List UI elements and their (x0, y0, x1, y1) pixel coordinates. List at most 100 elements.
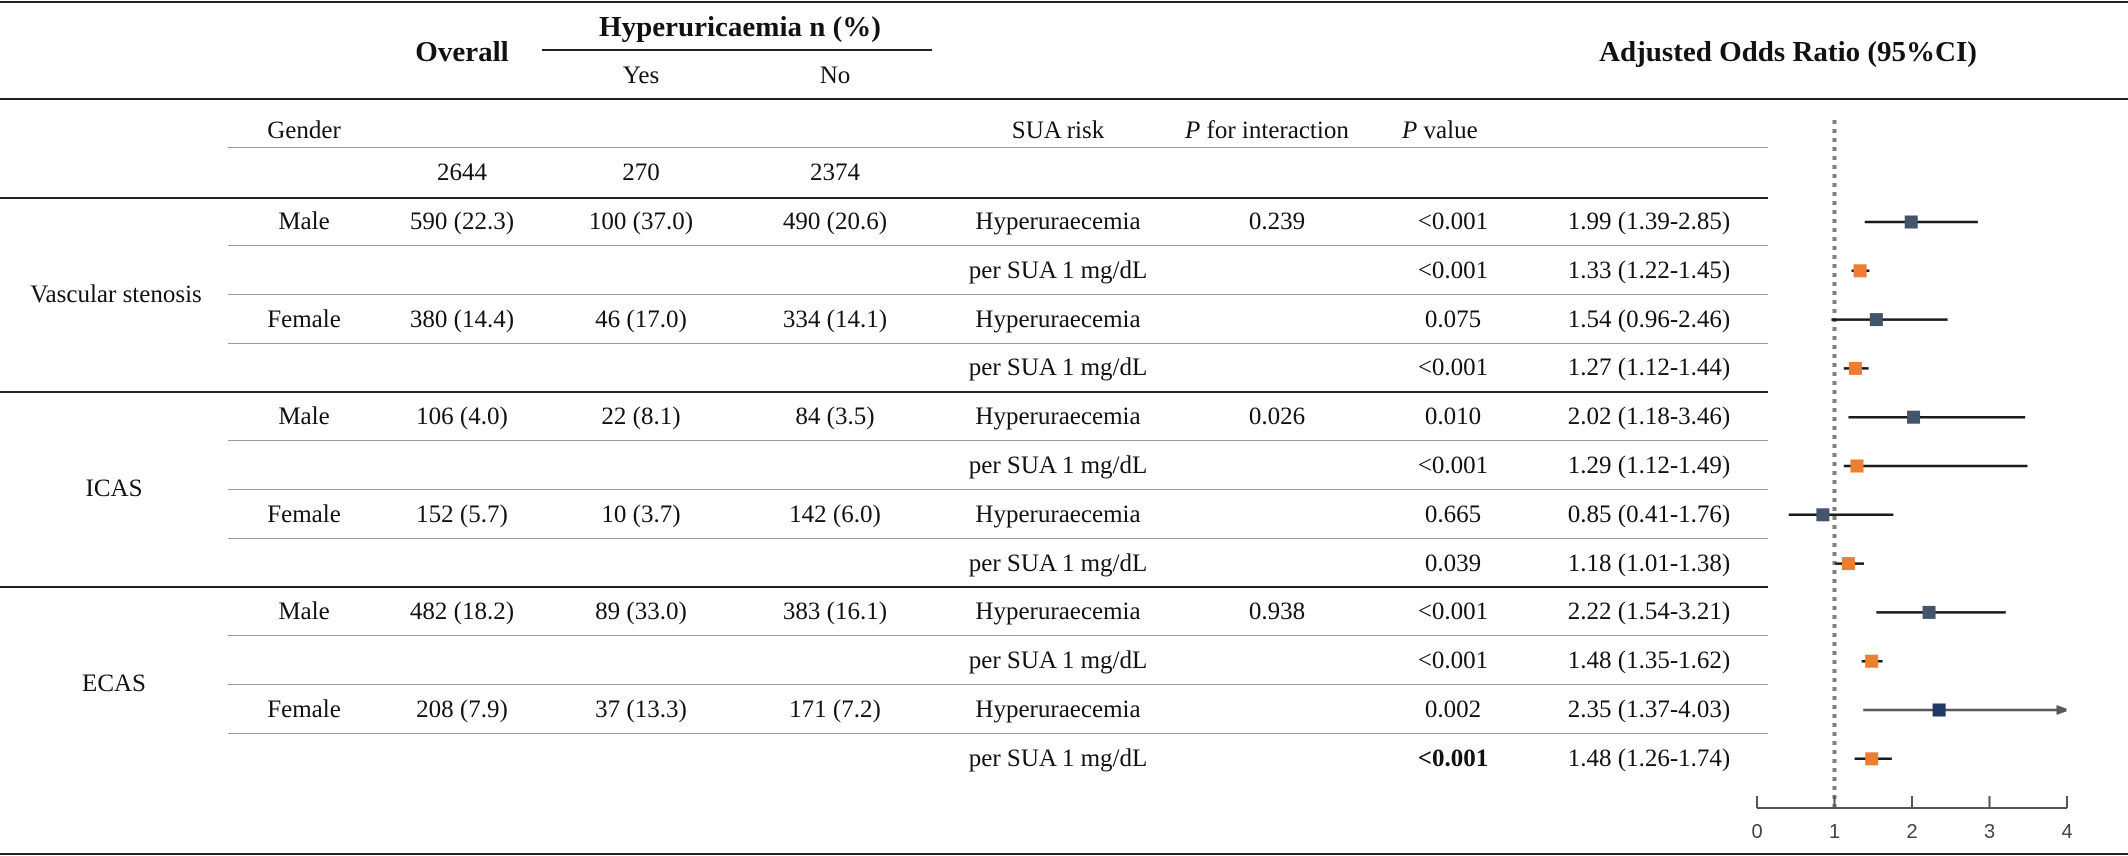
cell-p-value: <0.001 (1417, 354, 1489, 382)
group-label-icas: ICAS (85, 475, 143, 502)
cell-sua-risk: per SUA 1 mg/dL (968, 647, 1148, 675)
row-divider (228, 245, 1768, 246)
cell-gender: Male (278, 403, 330, 431)
x-tick-label: 0 (1751, 821, 1762, 843)
point-hyperuraecemia-marker (1932, 703, 1946, 717)
cell-p-value: 0.665 (1424, 500, 1482, 528)
cell-yes: 89 (33.0) (595, 598, 687, 626)
cell-yes: 10 (3.7) (601, 500, 681, 528)
top-border (0, 1, 2128, 3)
row-divider (228, 538, 1768, 539)
cell-no: 142 (6.0) (789, 500, 881, 528)
cell-p-value: 0.002 (1424, 696, 1482, 723)
x-tick-label: 1 (1829, 821, 1840, 843)
cell-sua-risk: Hyperuraecemia (975, 500, 1141, 528)
cell-overall: 208 (7.9) (416, 696, 508, 723)
row-divider (228, 489, 1768, 490)
cell-odds-ratio: 1.29 (1.12-1.49) (1567, 452, 1731, 479)
row-divider (228, 343, 1768, 344)
cell-gender: Female (267, 305, 341, 333)
point-hyperuraecemia-marker (1816, 508, 1830, 522)
cell-yes: 37 (13.3) (595, 696, 687, 723)
cell-no: 84 (3.5) (795, 403, 875, 431)
cell-p-for-interaction: 0.026 (1248, 403, 1306, 431)
cell-p-value: 0.075 (1424, 305, 1482, 333)
cell-odds-ratio: 1.18 (1.01-1.38) (1567, 549, 1731, 577)
cell-p-value: 0.039 (1424, 549, 1482, 577)
cell-yes: 100 (37.0) (588, 208, 694, 235)
point-hyperuraecemia-marker (1869, 313, 1883, 327)
cell-odds-ratio: 1.54 (0.96-2.46) (1567, 305, 1731, 333)
cell-overall: 590 (22.3) (409, 208, 515, 235)
group-divider (0, 586, 1768, 588)
cell-odds-ratio: 1.48 (1.26-1.74) (1567, 744, 1731, 772)
x-tick-label: 4 (2061, 821, 2072, 843)
subheader-n-no: 2374 (810, 159, 860, 186)
cell-gender: Female (267, 500, 341, 528)
point-per-sua-marker (1850, 459, 1864, 473)
subheader-n-overall: 2644 (437, 159, 487, 186)
cell-p-value: <0.001 (1417, 598, 1489, 626)
row-divider (228, 733, 1768, 734)
cell-sua-risk: per SUA 1 mg/dL (968, 452, 1148, 479)
row-divider (228, 294, 1768, 295)
cell-odds-ratio: 1.33 (1.22-1.45) (1567, 256, 1731, 284)
point-per-sua-marker (1865, 752, 1879, 766)
row-divider (228, 684, 1768, 685)
cell-no: 334 (14.1) (782, 305, 888, 333)
point-per-sua-marker (1848, 361, 1862, 375)
group-divider (0, 197, 1768, 199)
cell-yes: 46 (17.0) (595, 305, 687, 333)
header-overall: Overall (415, 36, 509, 68)
cell-p-value: 0.010 (1424, 403, 1482, 431)
cell-sua-risk: Hyperuraecemia (975, 305, 1141, 333)
x-tick-label: 3 (1984, 821, 1995, 843)
header-no: No (819, 62, 851, 89)
cell-yes: 22 (8.1) (601, 403, 681, 431)
header-adjusted-odds-ratio: Adjusted Odds Ratio (95%CI) (1599, 36, 1977, 68)
cell-p-value: <0.001 (1417, 647, 1489, 675)
cell-odds-ratio: 2.22 (1.54-3.21) (1567, 598, 1731, 626)
point-per-sua-marker (1853, 264, 1867, 278)
row-divider (228, 147, 1768, 148)
cell-p-for-interaction: 0.938 (1248, 598, 1306, 626)
subheader-n-yes: 270 (622, 159, 660, 186)
cell-no: 383 (16.1) (782, 598, 888, 626)
header-hyperuricaemia: Hyperuricaemia n (%) (599, 11, 881, 43)
cell-no: 490 (20.6) (782, 208, 888, 235)
group-label-ecas: ECAS (82, 670, 146, 697)
cell-odds-ratio: 2.02 (1.18-3.46) (1567, 403, 1731, 431)
cell-gender: Male (278, 208, 330, 235)
point-hyperuraecemia-marker (1907, 410, 1921, 424)
subheader-p-value: P value (1402, 117, 1478, 144)
cell-sua-risk: per SUA 1 mg/dL (968, 549, 1148, 577)
row-divider (228, 635, 1768, 636)
bottom-border (0, 853, 2128, 855)
group-divider (0, 391, 1768, 393)
point-hyperuraecemia-marker (1922, 605, 1936, 619)
cell-sua-risk: Hyperuraecemia (975, 403, 1141, 431)
cell-sua-risk: per SUA 1 mg/dL (968, 744, 1148, 772)
cell-sua-risk: Hyperuraecemia (975, 696, 1141, 723)
cell-p-value: <0.001 (1417, 208, 1489, 235)
x-tick-label: 2 (1906, 821, 1917, 843)
point-per-sua-marker (1865, 654, 1879, 668)
subheader-p-for-interaction: P for interaction (1185, 117, 1349, 144)
header-yes: Yes (622, 62, 660, 89)
cell-odds-ratio: 1.48 (1.35-1.62) (1567, 647, 1731, 675)
cell-odds-ratio: 1.27 (1.12-1.44) (1567, 354, 1731, 382)
cell-sua-risk: Hyperuraecemia (975, 598, 1141, 626)
cell-p-value: <0.001 (1417, 452, 1489, 479)
header-rule (0, 98, 2128, 100)
cell-overall: 380 (14.4) (409, 305, 515, 333)
cell-overall: 106 (4.0) (416, 403, 508, 431)
cell-overall: 482 (18.2) (409, 598, 515, 626)
cell-overall: 152 (5.7) (416, 500, 508, 528)
cell-gender: Male (278, 598, 330, 626)
cell-p-value: <0.001 (1417, 744, 1489, 772)
cell-sua-risk: per SUA 1 mg/dL (968, 256, 1148, 284)
cell-gender: Female (267, 696, 341, 723)
row-divider (228, 440, 1768, 441)
